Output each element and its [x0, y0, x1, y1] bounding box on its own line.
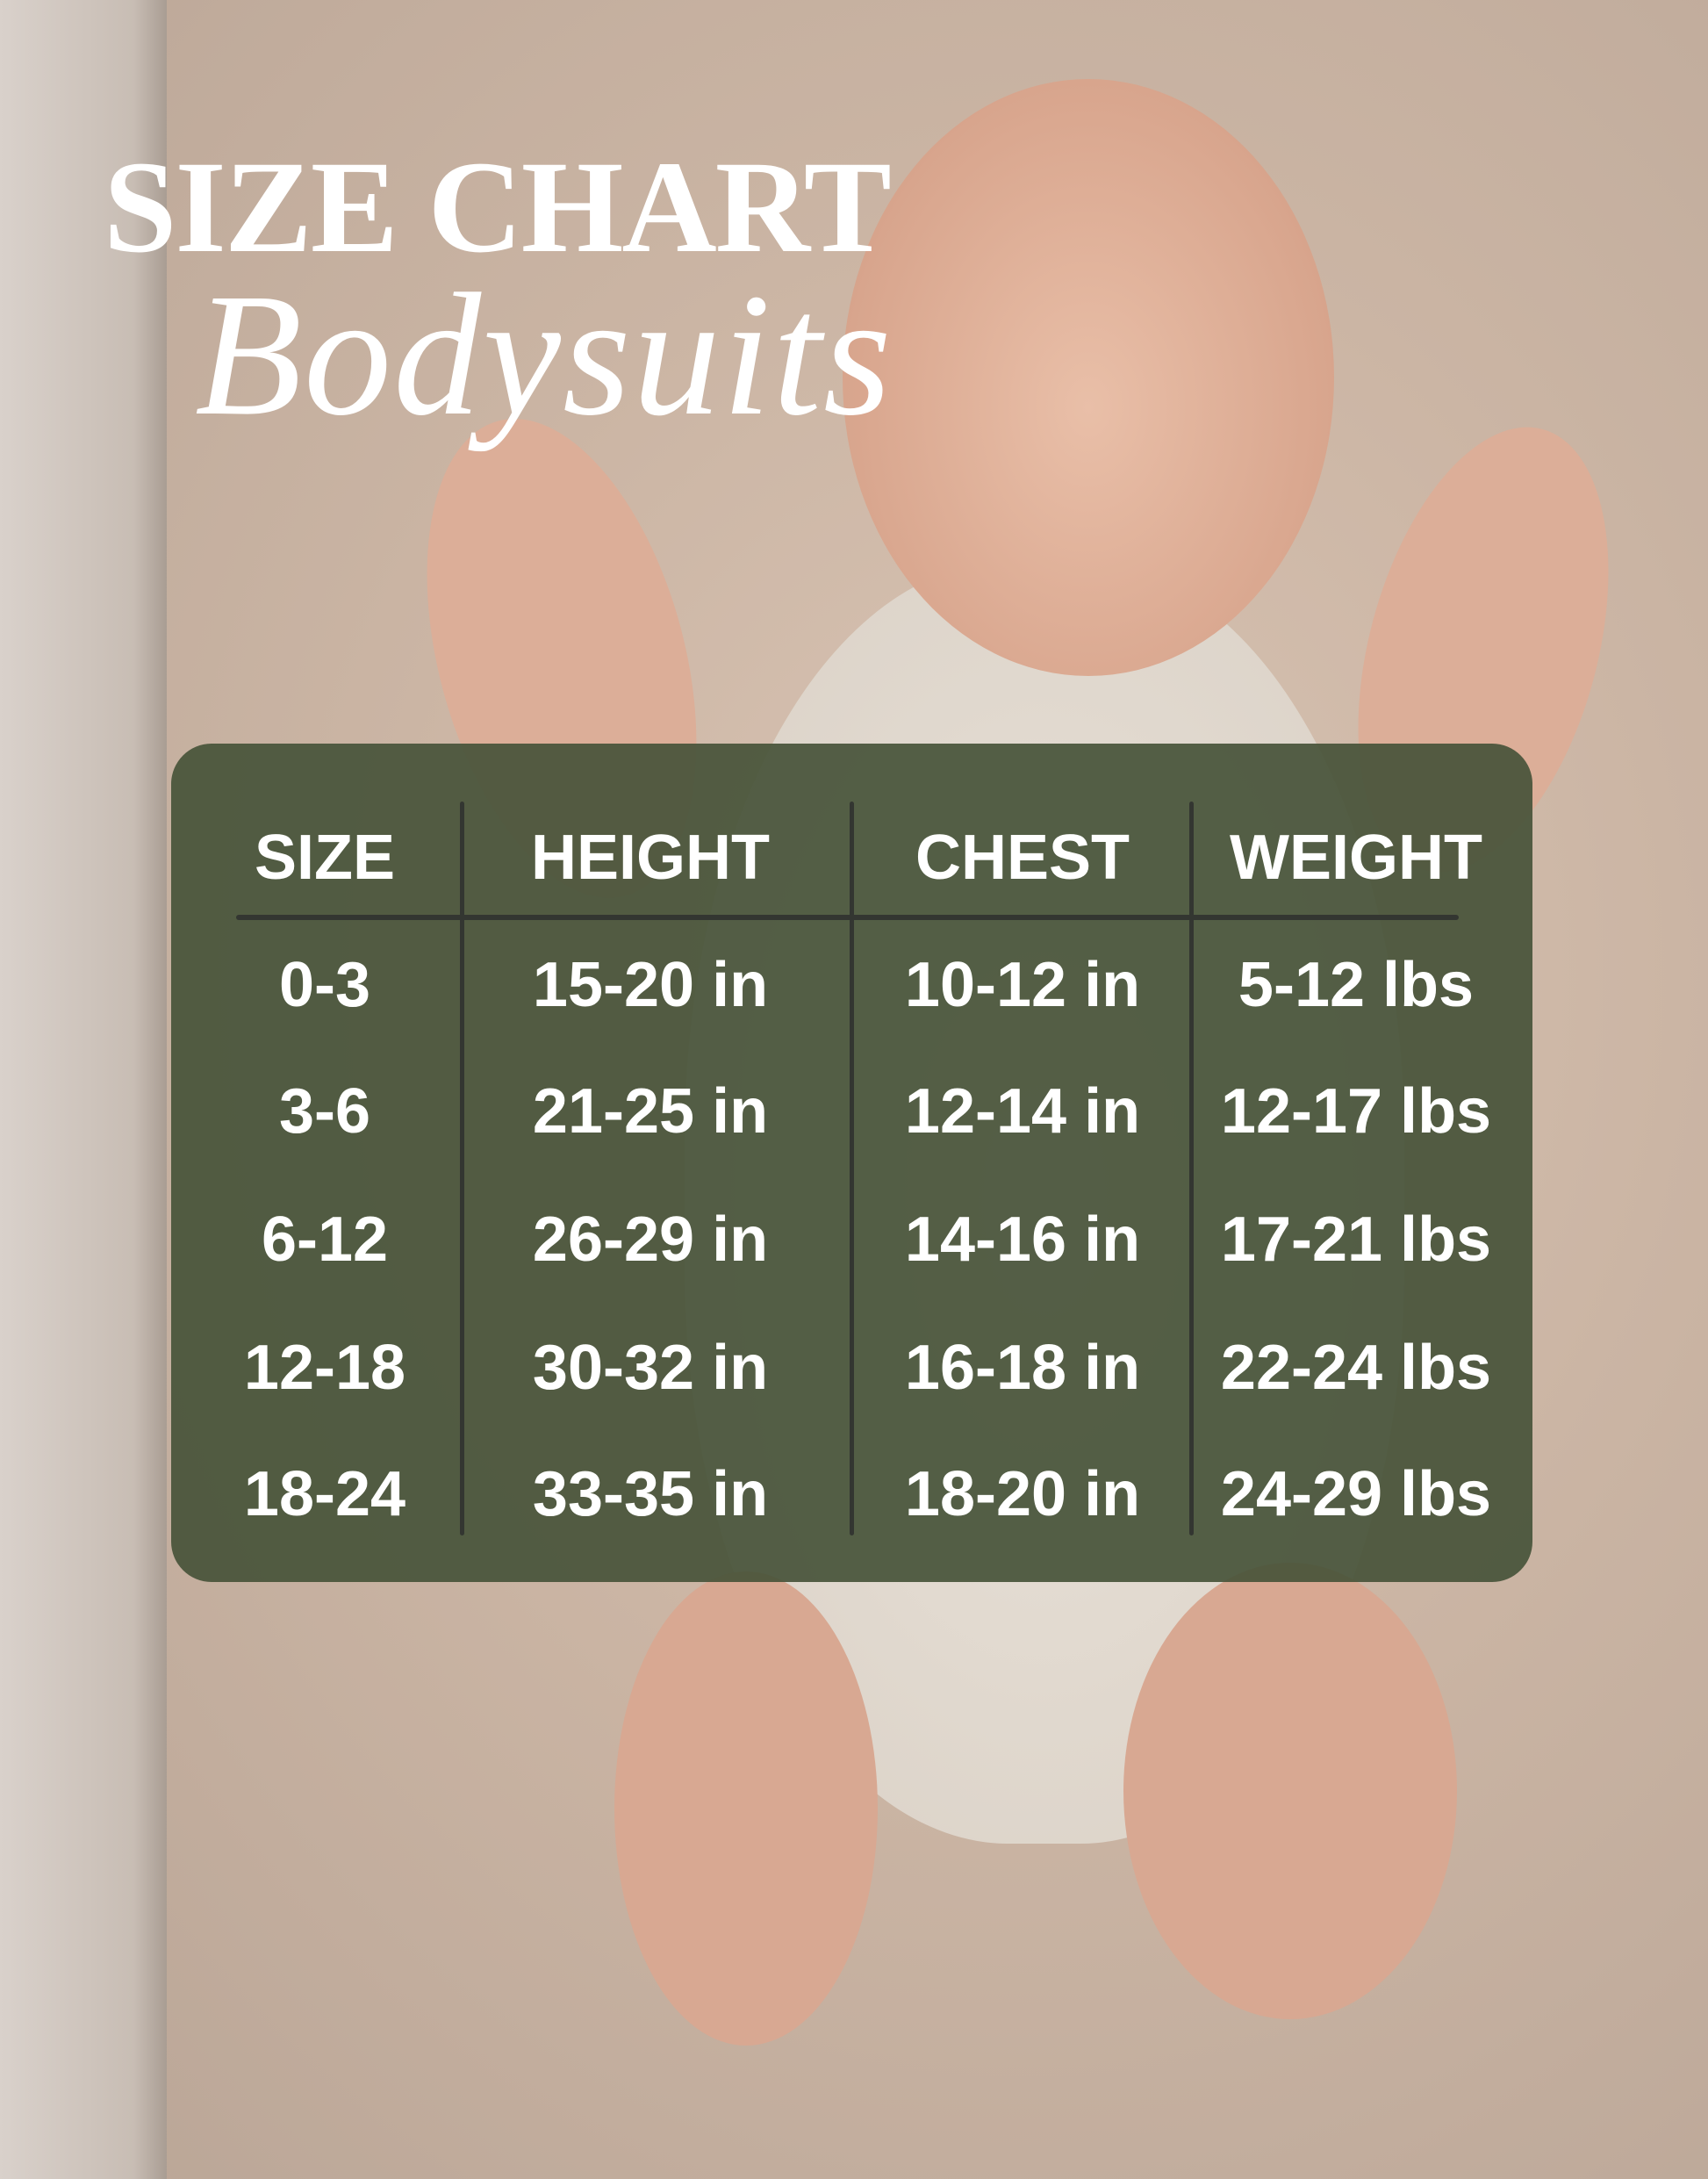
background-blanket: [0, 0, 167, 2179]
page-title: SIZE CHART: [104, 134, 892, 280]
column-header: HEIGHT: [530, 823, 771, 893]
header-divider: [236, 915, 1459, 920]
column-header: SIZE: [254, 823, 396, 893]
table-cell: 33-35 in: [532, 1459, 769, 1529]
column-divider: [460, 802, 464, 1535]
table-cell: 6-12: [261, 1205, 389, 1275]
baby-head-photo: [843, 79, 1334, 676]
table-cell: 3-6: [278, 1076, 371, 1147]
table-cell: 17-21 lbs: [1220, 1205, 1492, 1275]
table-cell: 21-25 in: [532, 1076, 769, 1147]
table-cell: 18-24: [243, 1459, 406, 1529]
table-cell: 14-16 in: [904, 1205, 1141, 1275]
table-cell: 12-14 in: [904, 1076, 1141, 1147]
baby-leg-photo: [614, 1571, 878, 2046]
table-cell: 5-12 lbs: [1238, 950, 1475, 1020]
table-cell: 30-32 in: [532, 1333, 769, 1403]
column-divider: [850, 802, 854, 1535]
table-cell: 16-18 in: [904, 1333, 1141, 1403]
table-cell: 22-24 lbs: [1220, 1333, 1492, 1403]
table-cell: 12-17 lbs: [1220, 1076, 1492, 1147]
table-cell: 0-3: [278, 950, 371, 1020]
table-cell: 26-29 in: [532, 1205, 769, 1275]
table-cell: 10-12 in: [904, 950, 1141, 1020]
page-subtitle: Bodysuits: [195, 258, 893, 452]
column-divider: [1189, 802, 1194, 1535]
table-cell: 12-18: [243, 1333, 406, 1403]
table-cell: 24-29 lbs: [1220, 1459, 1492, 1529]
column-header: CHEST: [915, 823, 1130, 893]
table-cell: 18-20 in: [904, 1459, 1141, 1529]
table-cell: 15-20 in: [532, 950, 769, 1020]
column-header: WEIGHT: [1230, 823, 1482, 893]
baby-leg-photo: [1123, 1563, 1457, 2019]
